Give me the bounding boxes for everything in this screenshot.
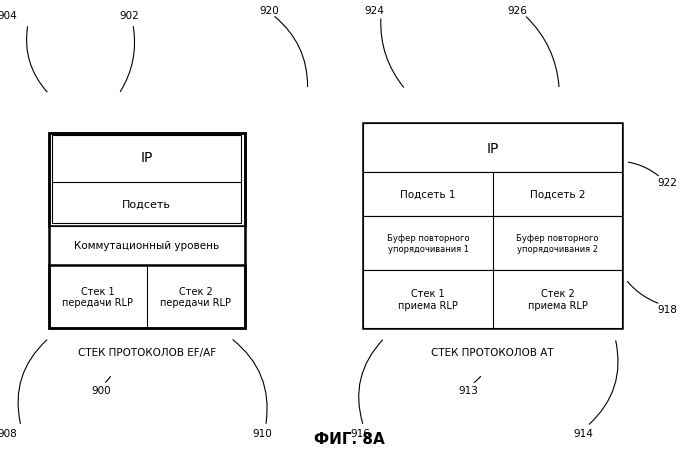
Text: Подсеть 1: Подсеть 1 bbox=[401, 189, 456, 199]
Text: 916: 916 bbox=[350, 428, 370, 438]
Bar bbox=[363, 216, 622, 270]
Text: Подсеть 2: Подсеть 2 bbox=[530, 189, 585, 199]
Text: Буфер повторного
упорядочивания 2: Буфер повторного упорядочивания 2 bbox=[516, 234, 599, 253]
Bar bbox=[363, 124, 622, 173]
Text: Коммутационный уровень: Коммутационный уровень bbox=[74, 241, 219, 251]
Bar bbox=[49, 133, 245, 328]
Text: ФИГ. 8А: ФИГ. 8А bbox=[314, 432, 385, 446]
Bar bbox=[49, 226, 245, 265]
Text: СТЕК ПРОТОКОЛОВ АТ: СТЕК ПРОТОКОЛОВ АТ bbox=[431, 347, 554, 357]
Text: 920: 920 bbox=[259, 6, 279, 16]
Text: 910: 910 bbox=[252, 428, 272, 438]
Text: Подсеть: Подсеть bbox=[122, 199, 171, 209]
Text: Буфер повторного
упорядочивания 1: Буфер повторного упорядочивания 1 bbox=[387, 234, 470, 253]
Bar bbox=[363, 270, 622, 328]
Text: 913: 913 bbox=[459, 385, 478, 395]
Text: Стек 2
приема RLP: Стек 2 приема RLP bbox=[528, 289, 587, 310]
Text: 914: 914 bbox=[574, 428, 593, 438]
Bar bbox=[363, 124, 622, 328]
Text: 900: 900 bbox=[92, 385, 111, 395]
Text: Стек 1
передачи RLP: Стек 1 передачи RLP bbox=[62, 286, 134, 308]
Text: 926: 926 bbox=[507, 6, 527, 16]
Text: IP: IP bbox=[140, 151, 153, 165]
Bar bbox=[52, 136, 241, 224]
Text: СТЕК ПРОТОКОЛОВ EF/AF: СТЕК ПРОТОКОЛОВ EF/AF bbox=[78, 347, 216, 357]
Text: 918: 918 bbox=[658, 304, 677, 314]
Text: 922: 922 bbox=[658, 178, 677, 188]
Bar bbox=[363, 173, 622, 216]
Text: 904: 904 bbox=[0, 11, 17, 21]
Bar bbox=[49, 133, 245, 226]
Text: 924: 924 bbox=[364, 6, 384, 16]
Text: 908: 908 bbox=[0, 428, 17, 438]
Text: Стек 2
передачи RLP: Стек 2 передачи RLP bbox=[160, 286, 231, 308]
Text: IP: IP bbox=[487, 141, 499, 155]
Text: Стек 1
приема RLP: Стек 1 приема RLP bbox=[398, 289, 458, 310]
Text: 902: 902 bbox=[120, 11, 139, 21]
Bar bbox=[49, 265, 245, 328]
